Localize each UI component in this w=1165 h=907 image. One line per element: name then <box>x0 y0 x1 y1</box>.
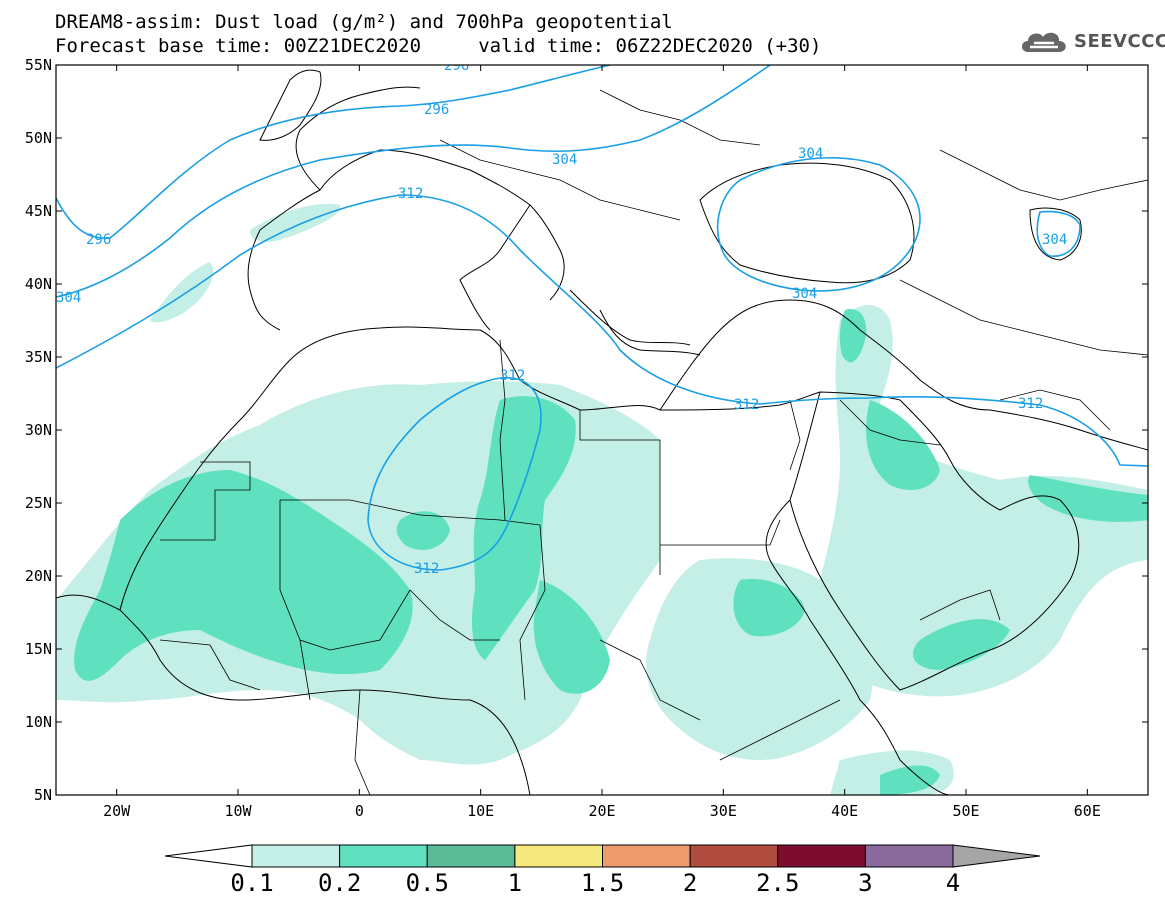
colorbar-label: 0.1 <box>230 869 273 897</box>
dust-layer-medium <box>74 309 1148 795</box>
lat-tick-label: 15N <box>25 640 52 658</box>
colorbar-under-arrow <box>164 844 253 868</box>
lat-tick-label: 50N <box>25 129 52 147</box>
geopotential-contours <box>56 65 1148 571</box>
lat-tick-label: 45N <box>25 202 52 220</box>
contour-label: 304 <box>1042 232 1067 248</box>
logo-text: SEEVCCC <box>1074 30 1165 52</box>
country-borders <box>159 89 1148 795</box>
contour-label: 312 <box>734 397 759 413</box>
contour-label: 312 <box>500 368 525 384</box>
lon-tick-label: 60E <box>1074 802 1101 820</box>
lon-tick-label: 10E <box>467 802 494 820</box>
colorbar-label: 2.5 <box>756 869 799 897</box>
lat-tick-label: 35N <box>25 348 52 366</box>
contour-label-group: 296 304 312 304 312 304 304 312 312 312 … <box>56 58 1067 577</box>
lat-tick-label: 20N <box>25 567 52 585</box>
colorbar-over-arrow <box>952 844 1041 868</box>
latitude-axis: 55N 50N 45N 40N 35N 30N 25N 20N 15N 10N 5N <box>25 56 1148 804</box>
lon-tick-label: 10W <box>224 802 252 820</box>
lon-tick-label: 0 <box>355 802 364 820</box>
colorbar-segment <box>602 844 691 868</box>
lon-tick-label: 20E <box>588 802 615 820</box>
contour-label: 304 <box>56 290 81 306</box>
lon-tick-label: 40E <box>831 802 858 820</box>
colorbar-segment <box>426 844 516 868</box>
contour-label: 296 <box>444 58 469 74</box>
seevccc-logo: SEEVCCC <box>1018 24 1165 58</box>
colorbar-label: 3 <box>858 869 872 897</box>
colorbar-label: 4 <box>946 869 960 897</box>
colorbar-segment <box>514 844 603 868</box>
lat-tick-label: 25N <box>25 494 52 512</box>
colorbar-segment <box>339 844 428 868</box>
contour-label: 304 <box>792 286 817 302</box>
contour-label: 304 <box>798 146 823 162</box>
longitude-axis: 20W 10W 0 10E 20E 30E 40E 50E 60E <box>103 65 1101 820</box>
colorbar-label: 1 <box>508 869 522 897</box>
lon-tick-label: 20W <box>103 802 131 820</box>
colorbar-label: 1.5 <box>581 869 624 897</box>
title-line-1: DREAM8-assim: Dust load (g/m²) and 700hP… <box>55 11 673 33</box>
colorbar-label: 0.2 <box>318 869 361 897</box>
colorbar: 0.1 0.2 0.5 1 1.5 2 2.5 3 4 <box>164 844 1041 897</box>
colorbar-label: 2 <box>683 869 697 897</box>
colorbar-segment <box>251 844 341 868</box>
lat-tick-label: 55N <box>25 56 52 74</box>
contour-label: 312 <box>414 561 439 577</box>
contour-label: 312 <box>1018 396 1043 412</box>
lat-tick-label: 5N <box>34 786 52 804</box>
title-line-2: Forecast base time: 00Z21DEC2020 valid t… <box>55 35 822 57</box>
colorbar-label: 0.5 <box>406 869 449 897</box>
lat-tick-label: 40N <box>25 275 52 293</box>
contour-label: 296 <box>86 232 111 248</box>
contour-label: 296 <box>424 102 449 118</box>
colorbar-segment <box>689 844 779 868</box>
lon-tick-label: 30E <box>710 802 737 820</box>
lon-tick-label: 50E <box>952 802 979 820</box>
colorbar-segment <box>864 844 954 868</box>
lat-tick-label: 30N <box>25 421 52 439</box>
contour-label: 312 <box>398 186 423 202</box>
colorbar-segment <box>777 844 866 868</box>
contour-label: 304 <box>552 152 577 168</box>
cloud-icon <box>1022 32 1066 52</box>
lat-tick-label: 10N <box>25 713 52 731</box>
